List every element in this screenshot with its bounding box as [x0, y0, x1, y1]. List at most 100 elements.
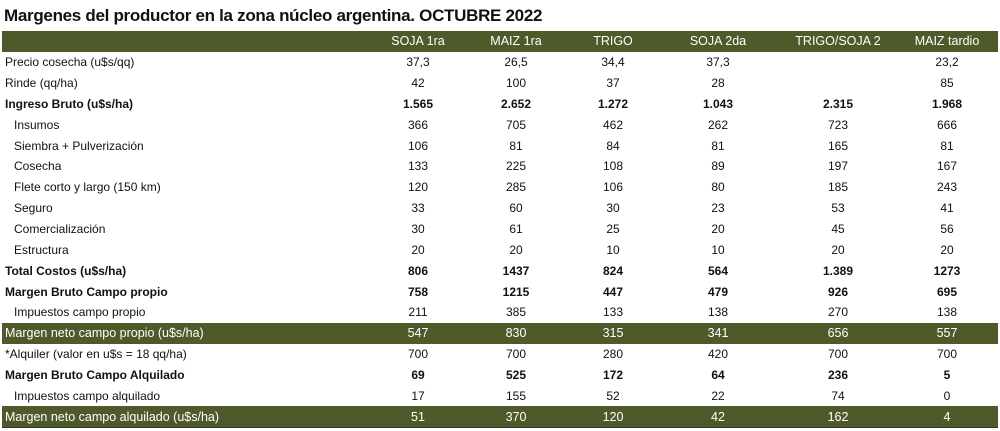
table-row: Insumos 366 705 462 262 723 666 — [2, 114, 998, 135]
cell-soja-2da: 341 — [656, 322, 780, 344]
table-row: Total Costos (u$s/ha) 806 1437 824 564 1.389 1… — [2, 260, 998, 281]
cell-trigo-soja-2: 185 — [827, 180, 849, 195]
cell-soja-2da: 23 — [711, 201, 725, 216]
cell-maiz-1ra: 700 — [505, 347, 527, 362]
cell-trigo-soja-2: 270 — [827, 305, 849, 320]
table-row: Estructura 20 20 10 10 20 20 — [2, 239, 998, 260]
cell-maiz-tardio: 700 — [936, 347, 958, 362]
cell-maiz-tardio: 167 — [936, 159, 958, 174]
cell-soja-2da: 1.043 — [702, 96, 734, 111]
cell-soja-1ra: 37,3 — [406, 55, 430, 70]
cell-maiz-1ra: 61 — [509, 222, 523, 237]
cell-maiz-1ra: 1437 — [502, 263, 530, 278]
cell-trigo: 172 — [602, 367, 624, 382]
cell-soja-2da: 479 — [707, 284, 729, 299]
row-label: *Alquiler (valor en u$s = 18 qq/ha) — [5, 347, 187, 362]
table-body: Precio cosecha (u$s/qq) 37,3 26,5 34,4 37,3 2… — [2, 52, 998, 429]
row-label: Flete corto y largo (150 km) — [14, 180, 161, 195]
cell-maiz-1ra: 155 — [505, 388, 527, 403]
cell-maiz-tardio: 23,2 — [935, 55, 959, 70]
cell-maiz-tardio: 81 — [940, 138, 954, 153]
table-row: Siembra + Pulverización 106 81 84 81 165 81 — [2, 135, 998, 156]
cell-trigo: 52 — [606, 388, 620, 403]
cell-trigo-soja-2: 162 — [780, 406, 896, 429]
cell-maiz-1ra: 81 — [509, 138, 523, 153]
row-label: Margen neto campo propio (u$s/ha) — [2, 322, 374, 344]
cell-maiz-1ra: 385 — [505, 305, 527, 320]
header-cell-soja-2da: SOJA 2da — [656, 31, 780, 52]
row-label: Precio cosecha (u$s/qq) — [5, 55, 135, 70]
cell-soja-1ra: 366 — [407, 117, 429, 132]
table-row: Margen neto campo alquilado (u$s/ha) 51 37… — [2, 406, 998, 429]
row-label: Estructura — [14, 242, 69, 257]
cell-soja-2da: 20 — [711, 222, 725, 237]
cell-soja-1ra: 42 — [411, 76, 425, 91]
cell-maiz-1ra: 705 — [505, 117, 527, 132]
header-cell-concept — [2, 31, 374, 52]
cell-trigo: 106 — [602, 180, 624, 195]
row-label: Margen Bruto Campo propio — [5, 284, 168, 299]
table-row: Comercialización 30 61 25 20 45 56 — [2, 219, 998, 240]
cell-soja-2da: 64 — [711, 367, 725, 382]
cell-soja-1ra: 806 — [407, 263, 429, 278]
cell-maiz-tardio: 56 — [940, 222, 954, 237]
cell-trigo-soja-2: 2.315 — [822, 96, 854, 111]
cell-trigo-soja-2 — [780, 73, 896, 94]
cell-maiz-1ra: 285 — [505, 180, 527, 195]
row-label: Margen Bruto Campo Alquilado — [5, 367, 185, 382]
cell-maiz-1ra: 370 — [462, 406, 570, 429]
cell-trigo: 30 — [606, 201, 620, 216]
cell-soja-2da: 28 — [711, 76, 725, 91]
cell-trigo-soja-2: 20 — [831, 242, 845, 257]
row-label: Cosecha — [14, 159, 62, 174]
cell-maiz-tardio: 20 — [940, 242, 954, 257]
cell-maiz-tardio: 4 — [896, 406, 998, 429]
table-row: Margen Bruto Campo propio 758 1215 447 479 92… — [2, 281, 998, 302]
cell-trigo: 34,4 — [601, 55, 625, 70]
cell-soja-1ra: 133 — [407, 159, 429, 174]
cell-trigo: 447 — [602, 284, 624, 299]
row-label: Siembra + Pulverización — [14, 138, 144, 153]
cell-soja-2da: 81 — [711, 138, 725, 153]
cell-trigo-soja-2: 700 — [827, 347, 849, 362]
cell-trigo-soja-2: 723 — [827, 117, 849, 132]
cell-soja-1ra: 106 — [407, 138, 429, 153]
row-label: Seguro — [14, 201, 53, 216]
cell-trigo-soja-2: 236 — [827, 367, 849, 382]
table-row: Margen neto campo propio (u$s/ha) 547 830 3… — [2, 322, 998, 344]
header-row: SOJA 1ra MAIZ 1ra TRIGO SOJA 2da TRIGO/S… — [2, 31, 998, 52]
table-row: Cosecha 133 225 108 89 197 167 — [2, 156, 998, 177]
cell-trigo-soja-2: 197 — [827, 159, 849, 174]
cell-maiz-tardio: 1.968 — [931, 96, 963, 111]
row-label: Insumos — [14, 117, 60, 132]
cell-soja-1ra: 547 — [374, 322, 462, 344]
cell-soja-2da: 564 — [707, 263, 729, 278]
cell-maiz-tardio: 557 — [896, 322, 998, 344]
cell-trigo-soja-2: 45 — [831, 222, 845, 237]
cell-soja-1ra: 69 — [411, 367, 425, 382]
row-label: Margen neto campo alquilado (u$s/ha) — [2, 406, 374, 429]
cell-trigo-soja-2: 656 — [780, 322, 896, 344]
margins-table-container: SOJA 1ra MAIZ 1ra TRIGO SOJA 2da TRIGO/S… — [2, 31, 998, 429]
cell-trigo: 10 — [606, 242, 620, 257]
cell-soja-1ra: 30 — [411, 222, 425, 237]
cell-maiz-tardio: 41 — [940, 201, 954, 216]
table-row: Impuestos campo propio 211 385 133 138 270 138 — [2, 302, 998, 323]
cell-trigo: 120 — [570, 406, 656, 429]
row-label: Comercialización — [14, 222, 106, 237]
row-label: Total Costos (u$s/ha) — [5, 263, 127, 278]
table-row: Flete corto y largo (150 km) 120 285 106 80 1… — [2, 177, 998, 198]
row-label: Ingreso Bruto (u$s/ha) — [5, 96, 134, 111]
cell-trigo: 37 — [606, 76, 620, 91]
cell-maiz-tardio: 695 — [936, 284, 958, 299]
cell-trigo: 133 — [602, 305, 624, 320]
cell-soja-1ra: 1.565 — [402, 96, 434, 111]
table-title: Margenes del productor en la zona núcleo… — [4, 6, 543, 25]
cell-maiz-tardio: 666 — [936, 117, 958, 132]
row-label: Rinde (qq/ha) — [5, 76, 78, 91]
cell-maiz-1ra: 1215 — [502, 284, 530, 299]
cell-maiz-1ra: 20 — [509, 242, 523, 257]
table-row: Margen Bruto Campo Alquilado 69 525 172 64 23… — [2, 365, 998, 386]
cell-trigo-soja-2: 53 — [831, 201, 845, 216]
cell-trigo: 824 — [602, 263, 624, 278]
